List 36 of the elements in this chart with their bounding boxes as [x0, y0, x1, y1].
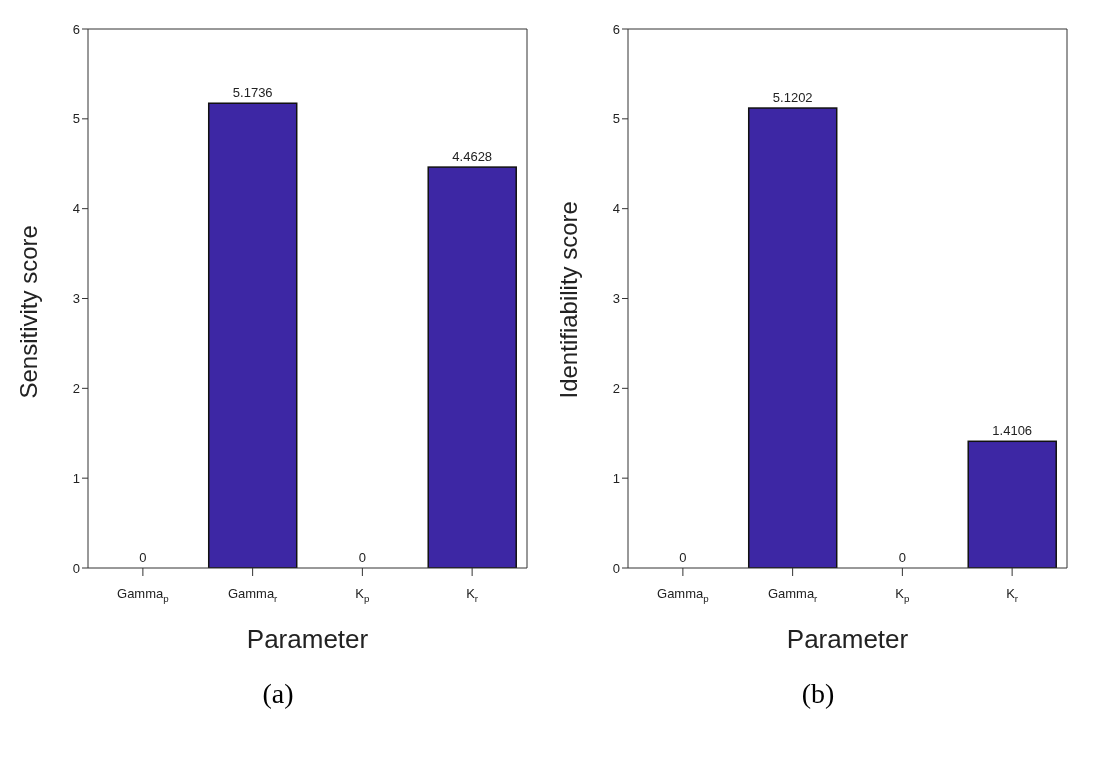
- y-tick-label: 3: [612, 291, 620, 307]
- x-tick-label: K$_{p}$: [355, 586, 370, 604]
- x-tick-label: Gamma$_{r}$: [227, 586, 279, 604]
- y-tick-label: 5: [72, 111, 80, 127]
- y-tick-label: 0: [612, 560, 620, 576]
- x-tick-label: Gamma$_{r}$: [767, 586, 819, 604]
- data-label: 0: [139, 550, 147, 565]
- x-tick-label: K$_{r}$: [1006, 586, 1019, 604]
- data-label: 5.1202: [772, 90, 813, 106]
- y-tick-label: 1: [612, 470, 620, 486]
- data-label: 5.1736: [232, 85, 273, 101]
- y-tick-label: 0: [72, 560, 80, 576]
- y-tick-label: 2: [72, 380, 80, 396]
- y-axis-title: Sensitivity score: [14, 225, 42, 399]
- x-axis-title: Parameter: [246, 624, 369, 654]
- y-tick-label: 3: [72, 291, 80, 307]
- data-label: 0: [898, 550, 907, 565]
- y-tick-label: 5: [612, 111, 620, 127]
- x-tick-label: K$_{p}$: [895, 586, 910, 604]
- text: (a): [261, 678, 295, 710]
- data-label: 0: [679, 550, 687, 565]
- text: (b): [800, 678, 836, 710]
- y-tick-label: 2: [612, 380, 620, 396]
- x-tick-label: K$_{r}$: [466, 586, 479, 604]
- y-tick-label: 4: [72, 201, 80, 217]
- data-label: 4.4628: [452, 149, 493, 165]
- data-label: 0: [358, 550, 367, 565]
- y-tick-label: 4: [612, 201, 620, 217]
- x-axis-title: Parameter: [786, 624, 909, 654]
- x-tick-label: Gamma$_{p}$: [657, 586, 710, 604]
- data-label: 1.4106: [992, 423, 1033, 439]
- y-tick-label: 6: [72, 21, 80, 37]
- x-tick-label: Gamma$_{p}$: [117, 586, 170, 604]
- y-tick-label: 6: [612, 21, 620, 37]
- y-axis-title: Identifiability score: [554, 201, 582, 399]
- y-tick-label: 1: [72, 470, 80, 486]
